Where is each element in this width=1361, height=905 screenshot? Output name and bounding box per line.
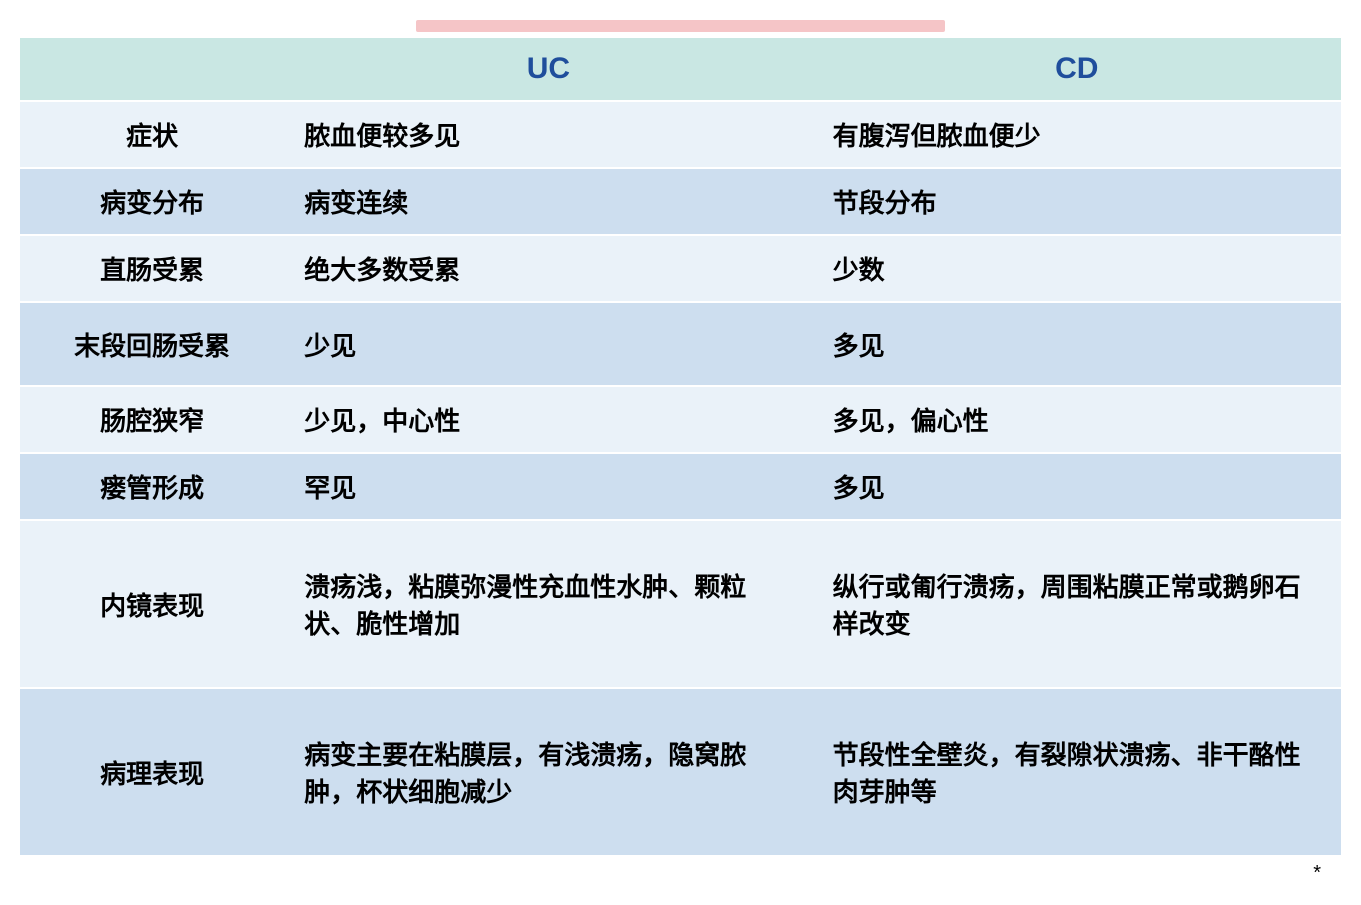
row-label: 直肠受累 bbox=[20, 235, 284, 302]
cd-cell: 有腹泻但脓血便少 bbox=[813, 101, 1341, 168]
table-row: 直肠受累绝大多数受累少数 bbox=[20, 235, 1341, 302]
row-label: 内镜表现 bbox=[20, 520, 284, 688]
cd-cell: 多见，偏心性 bbox=[813, 386, 1341, 453]
cd-cell: 少数 bbox=[813, 235, 1341, 302]
uc-cell: 少见 bbox=[284, 302, 812, 386]
uc-cell: 病变连续 bbox=[284, 168, 812, 235]
table-row: 症状脓血便较多见有腹泻但脓血便少 bbox=[20, 101, 1341, 168]
table-row: 病理表现病变主要在粘膜层，有浅溃疡，隐窝脓肿，杯状细胞减少节段性全壁炎，有裂隙状… bbox=[20, 688, 1341, 856]
cd-cell: 节段分布 bbox=[813, 168, 1341, 235]
uc-cell: 绝大多数受累 bbox=[284, 235, 812, 302]
uc-cd-comparison-table: UC CD 症状脓血便较多见有腹泻但脓血便少病变分布病变连续节段分布直肠受累绝大… bbox=[20, 36, 1341, 857]
cd-cell: 节段性全壁炎，有裂隙状溃疡、非干酪性肉芽肿等 bbox=[813, 688, 1341, 856]
uc-cell: 病变主要在粘膜层，有浅溃疡，隐窝脓肿，杯状细胞减少 bbox=[284, 688, 812, 856]
table-row: 病变分布病变连续节段分布 bbox=[20, 168, 1341, 235]
uc-cell: 罕见 bbox=[284, 453, 812, 520]
table-footnote: * bbox=[20, 857, 1341, 885]
uc-cell: 溃疡浅，粘膜弥漫性充血性水肿、颗粒状、脆性增加 bbox=[284, 520, 812, 688]
row-label: 病理表现 bbox=[20, 688, 284, 856]
row-label: 瘘管形成 bbox=[20, 453, 284, 520]
table-header: UC CD bbox=[20, 37, 1341, 101]
comparison-table-container: UC CD 症状脓血便较多见有腹泻但脓血便少病变分布病变连续节段分布直肠受累绝大… bbox=[20, 20, 1341, 885]
table-row: 瘘管形成罕见多见 bbox=[20, 453, 1341, 520]
cd-cell: 多见 bbox=[813, 302, 1341, 386]
table-row: 内镜表现溃疡浅，粘膜弥漫性充血性水肿、颗粒状、脆性增加纵行或匍行溃疡，周围粘膜正… bbox=[20, 520, 1341, 688]
header-uc: UC bbox=[284, 37, 812, 101]
uc-cell: 脓血便较多见 bbox=[284, 101, 812, 168]
header-cd: CD bbox=[813, 37, 1341, 101]
cd-cell: 纵行或匍行溃疡，周围粘膜正常或鹅卵石样改变 bbox=[813, 520, 1341, 688]
cd-cell: 多见 bbox=[813, 453, 1341, 520]
row-label: 症状 bbox=[20, 101, 284, 168]
table-row: 末段回肠受累少见多见 bbox=[20, 302, 1341, 386]
header-row: UC CD bbox=[20, 37, 1341, 101]
row-label: 病变分布 bbox=[20, 168, 284, 235]
header-blank bbox=[20, 37, 284, 101]
row-label: 末段回肠受累 bbox=[20, 302, 284, 386]
table-row: 肠腔狭窄少见，中心性多见，偏心性 bbox=[20, 386, 1341, 453]
table-body: 症状脓血便较多见有腹泻但脓血便少病变分布病变连续节段分布直肠受累绝大多数受累少数… bbox=[20, 101, 1341, 856]
row-label: 肠腔狭窄 bbox=[20, 386, 284, 453]
uc-cell: 少见，中心性 bbox=[284, 386, 812, 453]
top-accent-bar bbox=[416, 20, 944, 32]
